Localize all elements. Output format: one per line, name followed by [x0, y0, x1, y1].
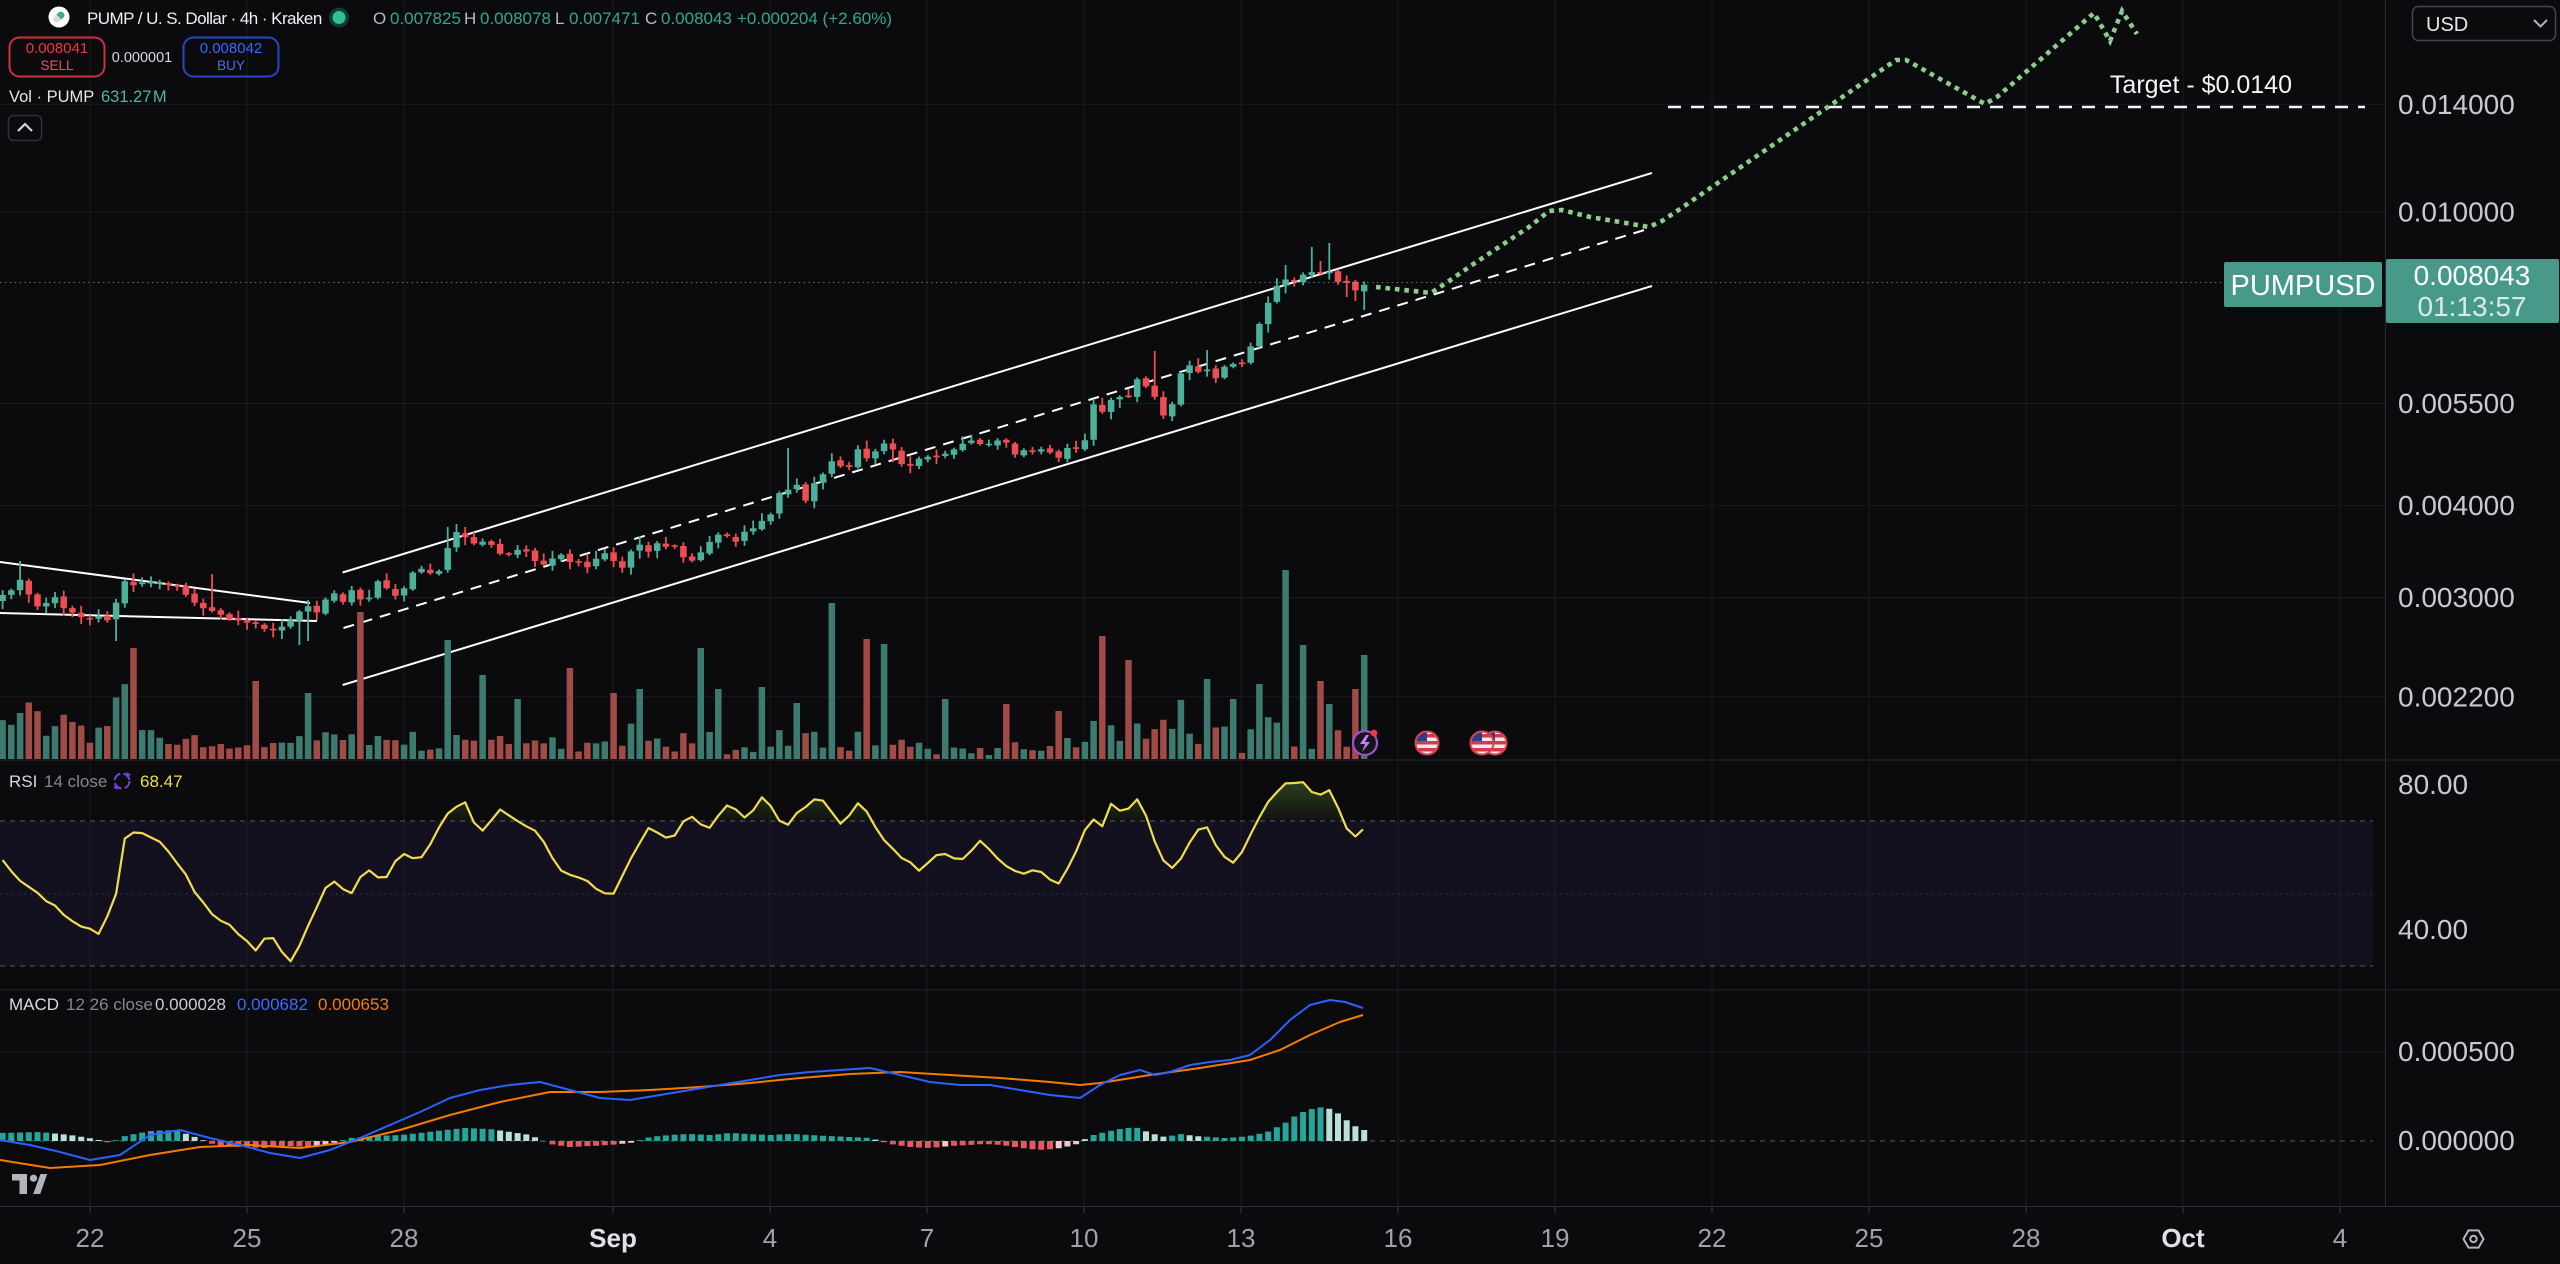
svg-text:Oct: Oct: [2161, 1223, 2205, 1253]
svg-text:22: 22: [76, 1223, 105, 1253]
svg-text:Vol · PUMP: Vol · PUMP: [9, 88, 94, 106]
svg-text:0.000001: 0.000001: [112, 50, 172, 66]
svg-text:PUMP / U. S. Dollar · 4h · Kra: PUMP / U. S. Dollar · 4h · Kraken: [87, 9, 322, 28]
svg-text:631.27 M: 631.27 M: [101, 88, 167, 106]
svg-text:C: C: [645, 9, 657, 28]
svg-text:BUY: BUY: [217, 58, 245, 73]
svg-text:40.00: 40.00: [2398, 914, 2468, 945]
svg-text:+0.000204 (+2.60%): +0.000204 (+2.60%): [737, 9, 892, 28]
svg-text:RSI: RSI: [9, 772, 37, 791]
svg-text:25: 25: [1855, 1223, 1884, 1253]
svg-text:0.000682: 0.000682: [237, 995, 308, 1014]
svg-text:25: 25: [233, 1223, 262, 1253]
svg-text:0.002200: 0.002200: [2398, 681, 2515, 712]
svg-text:H: H: [464, 9, 476, 28]
svg-text:PUMPUSD: PUMPUSD: [2230, 270, 2375, 302]
svg-text:L: L: [555, 9, 564, 28]
svg-text:0.004000: 0.004000: [2398, 490, 2515, 521]
svg-text:MACD: MACD: [9, 995, 59, 1014]
svg-text:68.47: 68.47: [140, 772, 183, 791]
svg-text:0.008043: 0.008043: [2414, 260, 2531, 291]
svg-text:4: 4: [763, 1223, 777, 1253]
svg-text:Target - $0.0140: Target - $0.0140: [2110, 71, 2292, 99]
svg-text:SELL: SELL: [40, 58, 74, 73]
svg-text:O: O: [373, 9, 386, 28]
svg-text:0.005500: 0.005500: [2398, 388, 2515, 419]
svg-text:0.008043: 0.008043: [661, 9, 732, 28]
svg-text:13: 13: [1227, 1223, 1256, 1253]
svg-text:0.000653: 0.000653: [318, 995, 389, 1014]
svg-text:28: 28: [2012, 1223, 2041, 1253]
svg-text:0.007825: 0.007825: [390, 9, 461, 28]
svg-text:10: 10: [1070, 1223, 1099, 1253]
svg-text:7: 7: [920, 1223, 934, 1253]
svg-text:0.007471: 0.007471: [569, 9, 640, 28]
svg-text:12 26 close: 12 26 close: [66, 995, 153, 1014]
svg-text:0.010000: 0.010000: [2398, 197, 2515, 228]
svg-text:28: 28: [390, 1223, 419, 1253]
svg-text:0.003000: 0.003000: [2398, 582, 2515, 613]
svg-text:0.014000: 0.014000: [2398, 89, 2515, 120]
svg-text:0.000028: 0.000028: [155, 995, 226, 1014]
svg-text:14 close: 14 close: [44, 772, 107, 791]
svg-text:80.00: 80.00: [2398, 769, 2468, 800]
svg-text:22: 22: [1698, 1223, 1727, 1253]
svg-text:19: 19: [1541, 1223, 1570, 1253]
svg-text:0.000000: 0.000000: [2398, 1125, 2515, 1156]
svg-text:0.008042: 0.008042: [200, 40, 263, 57]
svg-text:4: 4: [2333, 1223, 2347, 1253]
svg-text:0.008078: 0.008078: [480, 9, 551, 28]
svg-text:01:13:57: 01:13:57: [2418, 291, 2527, 322]
svg-text:USD: USD: [2426, 14, 2468, 36]
svg-text:Sep: Sep: [589, 1223, 637, 1253]
svg-text:0.000500: 0.000500: [2398, 1036, 2515, 1067]
svg-text:0.008041: 0.008041: [26, 40, 89, 57]
svg-text:16: 16: [1384, 1223, 1413, 1253]
